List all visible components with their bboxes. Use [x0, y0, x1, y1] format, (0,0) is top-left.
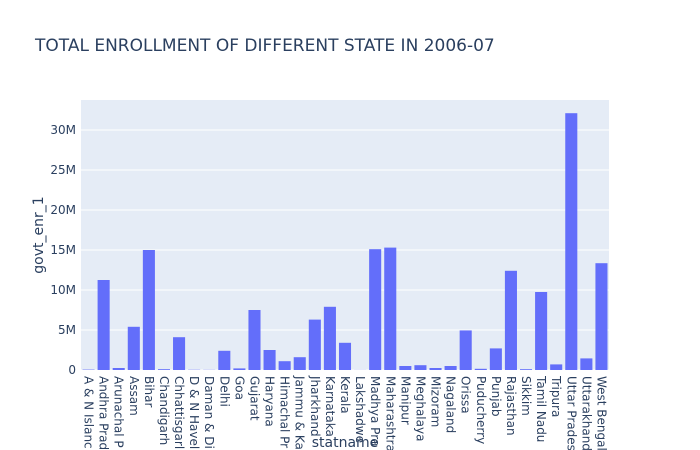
bar — [444, 366, 457, 370]
bar — [399, 366, 412, 370]
bar — [489, 348, 502, 370]
bar — [218, 350, 231, 370]
x-tick-label: Assam — [127, 376, 141, 416]
x-tick-label: Haryana — [263, 376, 277, 427]
bar — [429, 368, 442, 370]
x-tick-label: Lakshadwe — [353, 376, 367, 443]
y-tick-label: 0 — [68, 363, 76, 377]
x-tick-label: D & N Havel — [187, 376, 201, 449]
y-tick-label: 10M — [50, 283, 76, 297]
bar — [173, 337, 186, 370]
x-tick-label: Rajasthan — [504, 376, 518, 436]
x-axis-title: statname — [312, 435, 379, 450]
x-tick-label: Andhra Prad — [97, 376, 111, 450]
x-tick-label: Chhattisgarl — [172, 376, 186, 449]
bar — [293, 357, 306, 370]
bar — [459, 330, 472, 370]
bar — [127, 326, 140, 370]
bar — [474, 368, 487, 370]
y-tick-label: 25M — [50, 163, 76, 177]
x-tick-label: Daman & Di — [202, 376, 216, 449]
x-tick-label: Orissa — [459, 376, 473, 414]
x-tick-label: Chandigarh — [157, 376, 171, 445]
bar — [157, 369, 171, 370]
x-tick-label: Madhya Pra — [368, 376, 382, 447]
y-tick-label: 30M — [50, 123, 76, 137]
bar — [278, 361, 291, 370]
x-tick-label: Arunachal P — [112, 376, 126, 448]
bar — [338, 342, 352, 370]
x-tick-label: Jharkhand — [308, 375, 322, 437]
x-tick-label: Bihar — [142, 376, 156, 408]
bar — [580, 358, 593, 370]
x-tick-label: A & N Islanc — [82, 376, 96, 449]
x-tick-label: Tripura — [549, 375, 563, 417]
y-axis-title: govt_enr_1 — [31, 196, 47, 273]
bar — [504, 270, 517, 370]
plot-area — [81, 100, 609, 370]
chart-title: TOTAL ENROLLMENT OF DIFFERENT STATE IN 2… — [34, 36, 495, 56]
x-tick-label: Nagaland — [444, 376, 458, 433]
x-tick-label: Punjab — [489, 376, 503, 417]
bar — [97, 280, 110, 370]
x-tick-label: Jammu & Ka — [293, 375, 307, 450]
x-tick-label: Puducherry — [474, 376, 488, 444]
bar — [112, 368, 125, 370]
x-tick-label: Meghalaya — [413, 376, 427, 441]
x-tick-label: Himachal Pr — [278, 376, 292, 448]
x-tick-label: Karnataka — [323, 376, 337, 437]
x-tick-label: Goa — [232, 376, 246, 400]
bar — [595, 263, 608, 370]
x-tick-label: Gujarat — [247, 376, 261, 421]
x-tick-label: Delhi — [217, 376, 231, 407]
bar — [565, 113, 578, 370]
bar — [248, 310, 261, 370]
x-tick-label: Manipur — [398, 376, 412, 425]
bar — [369, 249, 382, 370]
x-tick-label: Tamil Nadu — [534, 375, 548, 442]
bar — [414, 365, 427, 370]
bar — [519, 369, 533, 370]
bar — [142, 250, 155, 370]
y-tick-label: 5M — [58, 323, 76, 337]
bar — [233, 368, 246, 370]
x-tick-label: Maharashtra — [383, 376, 397, 450]
bar — [323, 306, 336, 370]
bar — [308, 319, 321, 370]
bar — [384, 247, 397, 370]
x-tick-label: Uttar Prades — [564, 376, 578, 450]
bar — [263, 350, 276, 370]
bar — [550, 364, 563, 370]
y-tick-label: 20M — [50, 203, 76, 217]
x-tick-label: Uttarakhand — [579, 376, 593, 450]
x-tick-label: West Bengal — [594, 376, 608, 450]
y-tick-label: 15M — [50, 243, 76, 257]
bar — [535, 292, 548, 370]
x-tick-label: Kerala — [338, 376, 352, 414]
x-tick-label: Mizoram — [429, 376, 443, 427]
x-tick-label: Sikkim — [519, 376, 533, 416]
